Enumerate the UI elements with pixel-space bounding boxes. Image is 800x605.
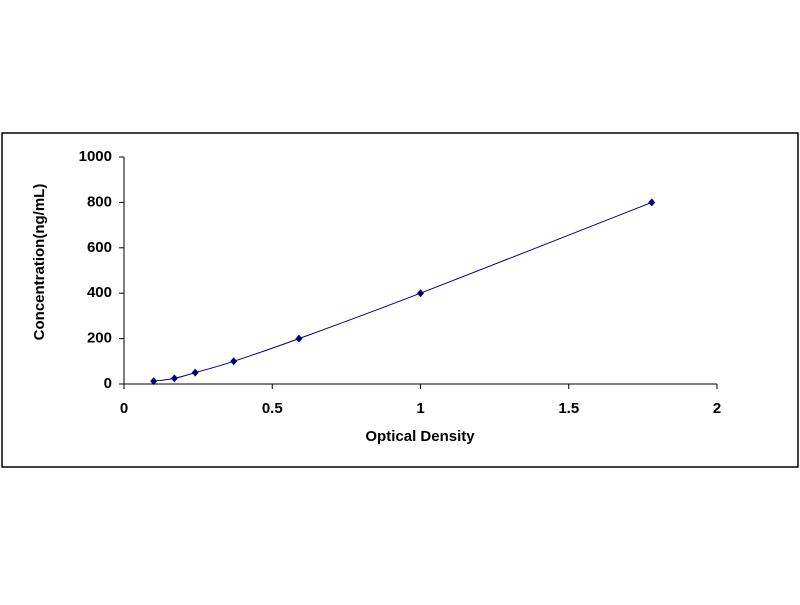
point — [150, 377, 158, 386]
chart-frame — [1, 132, 799, 468]
point — [648, 198, 656, 207]
y-tick-label: 200 — [87, 330, 112, 347]
y-tick-label: 0 — [104, 375, 112, 392]
x-tick-label: 1.5 — [558, 400, 579, 417]
x-axis-label: Optical Density — [365, 428, 475, 445]
y-tick-label: 400 — [87, 284, 112, 301]
curve — [153, 201, 652, 382]
point — [417, 289, 424, 298]
x-tick-label: 1 — [416, 400, 424, 417]
x-tick-label: 0 — [120, 400, 128, 417]
point — [191, 368, 199, 377]
x-tick-label: 2 — [713, 400, 721, 417]
y-tick-label: 800 — [87, 193, 112, 210]
point — [170, 374, 178, 383]
y-axis-label: Concentration(ng/mL) — [31, 184, 48, 341]
y-tick-label: 1000 — [79, 148, 112, 165]
point — [230, 357, 238, 366]
point — [295, 334, 303, 343]
y-tick-label: 600 — [87, 239, 112, 256]
x-tick-label: 0.5 — [262, 400, 283, 417]
